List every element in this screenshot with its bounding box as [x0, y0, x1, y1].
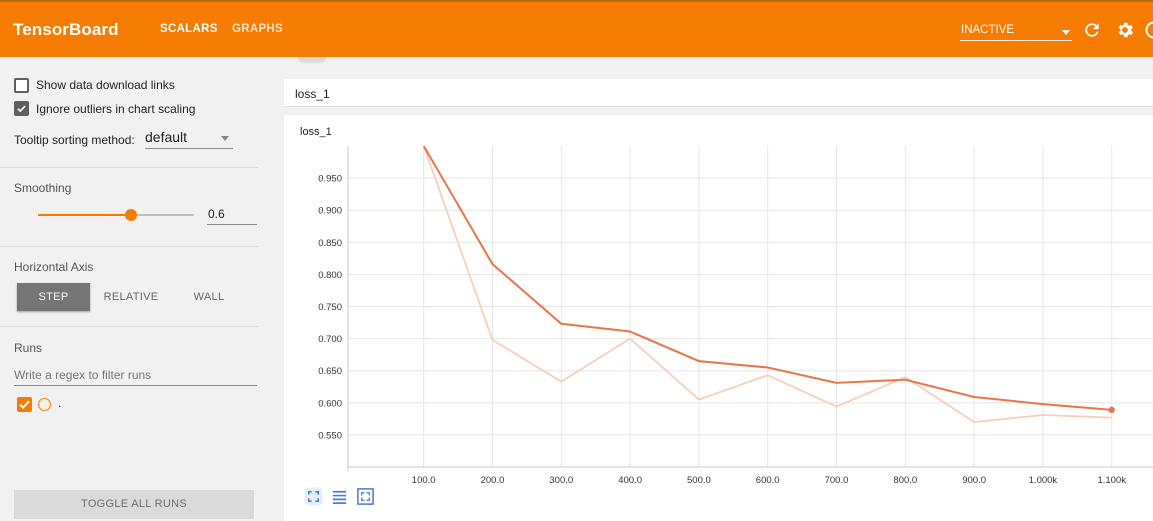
raw-series-line	[422, 146, 1112, 424]
status-select-value: INACTIVE	[961, 24, 1015, 36]
x-tick-label: 900.0	[962, 475, 986, 486]
show-download-links-label: Show data download links	[36, 78, 175, 92]
chart-title: loss_1	[300, 126, 332, 138]
chart-card: loss_1 100.0 200.0 300.0 400.0 500.0 600.0 700…	[284, 115, 1153, 521]
smoothing-label: Smoothing	[14, 181, 72, 195]
y-tick-label: 0.600	[318, 398, 342, 409]
chevron-down-icon	[1062, 30, 1070, 35]
show-download-links-checkbox[interactable]	[14, 78, 29, 93]
tooltip-sorting-label: Tooltip sorting method:	[14, 133, 135, 147]
y-tick-label: 0.750	[318, 302, 342, 313]
main-panel: loss_1 loss_1 100.0 200.0 300.0 400.0 500.0 6…	[284, 57, 1153, 521]
runs-label: Runs	[14, 341, 43, 355]
section-divider	[0, 326, 258, 327]
run-color-swatch	[38, 398, 51, 411]
expand-chart-icon[interactable]	[356, 487, 375, 506]
x-tick-label: 1.000k	[1029, 475, 1058, 486]
top-app-bar: TensorBoard SCALARS GRAPHS INACTIVE	[0, 0, 1153, 57]
y-tick-label: 0.800	[318, 270, 342, 281]
tooltip-sorting-select[interactable]: default	[145, 128, 233, 149]
smoothed-series-line	[422, 146, 1112, 411]
last-point-marker	[1108, 406, 1115, 414]
y-tick-label: 0.650	[318, 366, 342, 377]
help-icon[interactable]	[1144, 20, 1153, 40]
app-brand: TensorBoard	[13, 20, 119, 39]
run-filter-input[interactable]: Write a regex to filter runs	[14, 366, 257, 386]
x-tick-label: 100.0	[412, 475, 436, 486]
x-tick-label: 1.100k	[1097, 475, 1126, 486]
x-tick-label: 600.0	[756, 475, 780, 486]
tag-group-header[interactable]: loss_1	[284, 79, 1153, 107]
smoothing-slider-fill	[38, 214, 131, 216]
check-icon	[17, 105, 26, 113]
y-tick-label: 0.900	[318, 206, 342, 217]
y-tick-label: 0.700	[318, 334, 342, 345]
ignore-outliers-label: Ignore outliers in chart scaling	[36, 102, 196, 116]
smoothing-slider[interactable]	[38, 209, 194, 221]
section-divider	[0, 246, 258, 247]
x-tick-label: 300.0	[549, 475, 573, 486]
sidebar: Show data download links Ignore outliers…	[0, 57, 271, 521]
smoothing-slider-knob[interactable]	[125, 209, 137, 221]
horizontal-axis-label: Horizontal Axis	[14, 260, 94, 274]
y-tick-label: 0.550	[318, 430, 342, 441]
run-name: .	[58, 396, 62, 410]
toggle-all-runs-button[interactable]: TOGGLE ALL RUNS	[14, 490, 254, 519]
run-checkbox[interactable]	[17, 397, 32, 412]
y-tick-label: 0.850	[318, 238, 342, 249]
check-icon	[19, 400, 30, 409]
x-tick-label: 400.0	[618, 475, 642, 486]
tooltip-sorting-value: default	[145, 129, 188, 145]
x-tick-label: 800.0	[893, 475, 917, 486]
y-tick-label: 0.950	[318, 174, 342, 185]
x-tick-label: 200.0	[481, 475, 505, 486]
collapsed-card-edge	[298, 57, 326, 63]
x-tick-label: 700.0	[825, 475, 849, 486]
ignore-outliers-checkbox[interactable]	[14, 101, 29, 116]
axis-wall-button[interactable]: WALL	[193, 291, 225, 303]
tag-group-title: loss_1	[295, 87, 330, 101]
tab-scalars[interactable]: SCALARS	[160, 23, 218, 35]
fit-domain-icon[interactable]	[304, 487, 323, 506]
toggle-log-scale-icon[interactable]	[330, 487, 349, 506]
axis-relative-button[interactable]: RELATIVE	[103, 291, 159, 303]
status-select[interactable]: INACTIVE	[960, 21, 1072, 41]
smoothing-input[interactable]: 0.6	[207, 205, 257, 225]
chevron-down-icon	[221, 136, 229, 141]
axis-step-button[interactable]: STEP	[17, 283, 90, 311]
section-divider	[0, 167, 258, 168]
x-tick-label: 500.0	[687, 475, 711, 486]
tab-graphs[interactable]: GRAPHS	[232, 23, 284, 35]
loss-chart[interactable]: 100.0 200.0 300.0 400.0 500.0 600.0 700.0 800.0…	[284, 115, 1153, 521]
refresh-icon[interactable]	[1082, 20, 1102, 40]
settings-icon[interactable]	[1115, 20, 1135, 40]
